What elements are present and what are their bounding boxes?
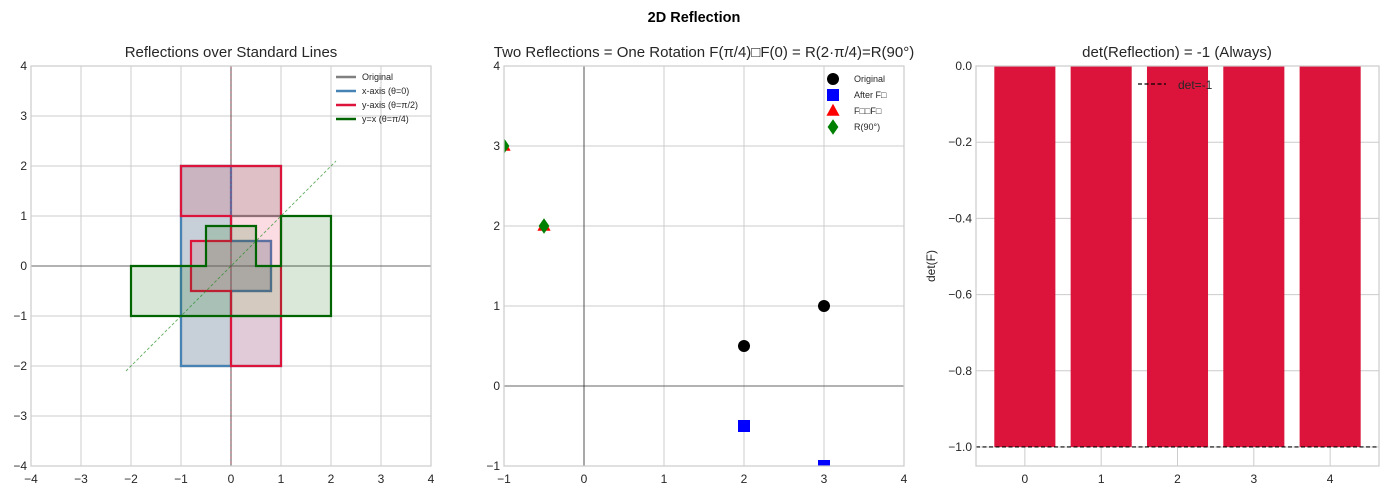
x-tick-label: −2	[124, 472, 138, 486]
y-tick-label: −1	[13, 309, 27, 323]
bar	[1146, 66, 1209, 447]
y-tick-label: 3	[20, 109, 27, 123]
diagonal-guide-line	[125, 160, 337, 372]
bar	[1070, 66, 1132, 447]
figure-suptitle: 2D Reflection	[648, 10, 741, 26]
y-tick-label: 0	[20, 259, 27, 273]
markers	[504, 138, 830, 466]
axes-frame	[975, 65, 1380, 467]
y-tick-label: −1.0	[948, 440, 972, 454]
marker-circle	[827, 73, 839, 85]
legend-label: R(90°)	[854, 122, 880, 132]
reflections-shapes	[31, 66, 431, 466]
legend-label: F□□F□	[854, 106, 882, 116]
plot-area	[504, 66, 904, 466]
legend-label: After F□	[854, 90, 887, 100]
x-tick-label: −4	[24, 472, 38, 486]
x-tick-label: 2	[1174, 472, 1181, 486]
legend-label: y=x (θ=π/4)	[362, 114, 409, 124]
legend-label: x-axis (θ=0)	[362, 86, 409, 96]
y-tick-label: −0.2	[948, 135, 972, 149]
determinant-plot: det(Reflection) = -1 (Always) 0 1 2 3 4 0.0 −0…	[924, 44, 1380, 486]
marker-diamond	[827, 119, 839, 135]
determinant-ylabel: det(F)	[924, 250, 938, 282]
reflections-plot: Reflections over Standard Lines −4 −3 −2 −1…	[13, 44, 434, 486]
two-reflections-points	[504, 66, 904, 466]
marker-triangle	[826, 103, 840, 116]
y-tick-label: −3	[13, 409, 27, 423]
two-reflections-plot: Two Reflections = One Rotation F(π/4)□F(…	[486, 44, 914, 486]
x-tick-label: 4	[428, 472, 435, 486]
bar	[1299, 66, 1361, 447]
reflections-ticks: −4 −3 −2 −1 0 1 2 3 4 −4 −3 −2 −1 0 1 2 3 4	[13, 59, 434, 486]
y-tick-label: −1	[486, 459, 500, 473]
legend-label: det=-1	[1178, 78, 1213, 92]
x-tick-label: 2	[328, 472, 335, 486]
y-tick-label: −0.8	[948, 364, 972, 378]
x-tick-label: 2	[741, 472, 748, 486]
x-tick-label: 1	[1098, 472, 1105, 486]
y-tick-label: 3	[493, 139, 500, 153]
x-tick-label: 4	[901, 472, 908, 486]
x-tick-label: 0	[581, 472, 588, 486]
legend-label: Original	[362, 72, 393, 82]
axes-frame	[503, 65, 905, 467]
two-reflections-ticks: −1 0 1 2 3 4 −1 0 1 2 3 4	[486, 59, 907, 486]
x-tick-label: −1	[497, 472, 511, 486]
x-tick-label: 0	[1022, 472, 1029, 486]
axes-frame	[30, 65, 432, 467]
x-tick-label: 0	[228, 472, 235, 486]
x-tick-label: 3	[1250, 472, 1257, 486]
x-tick-label: −3	[74, 472, 88, 486]
marker-diamond	[538, 218, 550, 234]
y-tick-label: 0.0	[955, 59, 972, 73]
two-reflections-grid	[503, 65, 905, 467]
legend-label: Original	[854, 74, 885, 84]
y-tick-label: 0	[493, 379, 500, 393]
legend-label: y-axis (θ=π/2)	[362, 100, 418, 110]
y-tick-label: 1	[20, 209, 27, 223]
y-tick-label: 2	[493, 219, 500, 233]
bar	[1223, 66, 1285, 447]
x-tick-label: 4	[1327, 472, 1334, 486]
x-tick-label: −1	[174, 472, 188, 486]
y-tick-label: −0.4	[948, 211, 972, 225]
marker-square	[818, 460, 830, 466]
marker-diamond	[504, 138, 510, 154]
y-tick-label: −4	[13, 459, 27, 473]
y-tick-label: 2	[20, 159, 27, 173]
bar	[994, 66, 1056, 447]
marker-square	[827, 89, 839, 101]
marker-circle	[738, 340, 750, 352]
x-tick-label: 1	[278, 472, 285, 486]
marker-circle	[818, 300, 830, 312]
determinant-legend: det=-1	[1138, 78, 1213, 92]
reflections-legend: Original x-axis (θ=0) y-axis (θ=π/2) y=x (θ…	[336, 72, 418, 124]
two-reflections-legend: Original After F□ F□□F□ R(90°)	[826, 73, 887, 135]
determinant-ticks: 0 1 2 3 4 0.0 −0.2 −0.4 −0.6 −0.8 −1.0	[948, 59, 1380, 486]
y-tick-label: −0.6	[948, 288, 972, 302]
determinant-plot-title: det(Reflection) = -1 (Always)	[1082, 44, 1272, 61]
y-tick-label: 4	[20, 59, 27, 73]
y-tick-label: 4	[493, 59, 500, 73]
x-tick-label: 3	[378, 472, 385, 486]
x-tick-label: 1	[661, 472, 668, 486]
determinant-bars	[976, 66, 1379, 448]
y-tick-label: −2	[13, 359, 27, 373]
x-tick-label: 3	[821, 472, 828, 486]
y-tick-label: 1	[493, 299, 500, 313]
reflections-plot-title: Reflections over Standard Lines	[125, 44, 338, 61]
two-reflections-plot-title: Two Reflections = One Rotation F(π/4)□F(…	[494, 44, 914, 61]
marker-square	[738, 420, 750, 432]
